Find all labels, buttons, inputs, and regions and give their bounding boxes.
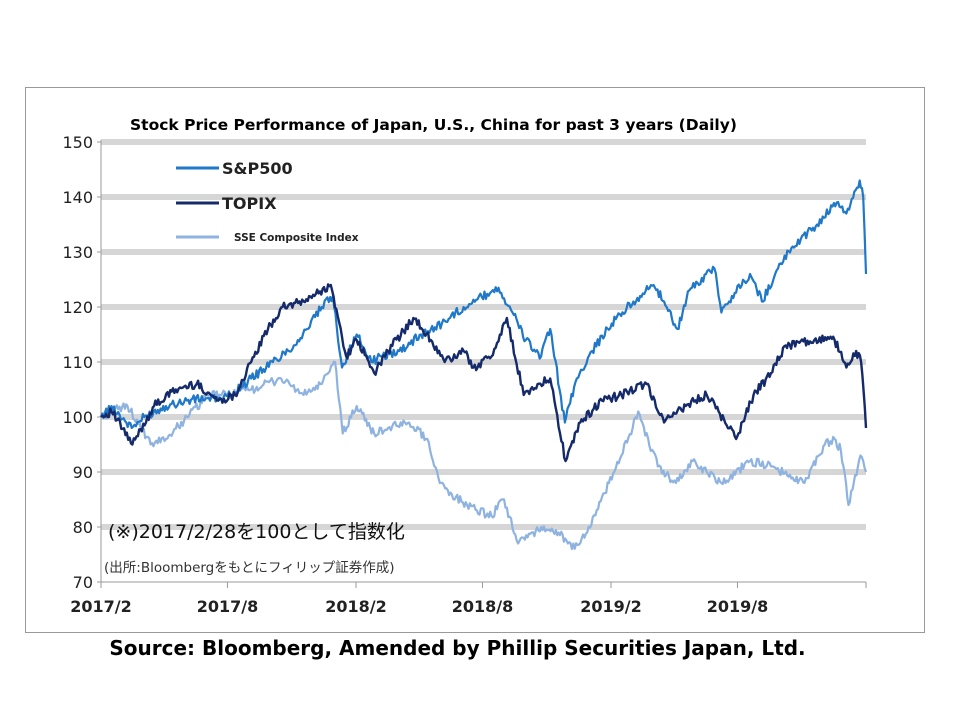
legend-label: TOPIX bbox=[222, 194, 277, 213]
line-chart: 70 80 90 100 110 120 130 140 150 2017/2 2017/8 2018… bbox=[62, 116, 868, 616]
axes-layer: 70 80 90 100 110 120 130 140 150 2017/2 2017/8 2018… bbox=[62, 133, 867, 616]
gridline-110 bbox=[101, 359, 866, 365]
annotation-sub: (出所:Bloombergをもとにフィリップ証券作成) bbox=[104, 560, 394, 576]
x-tick-label: 2017/2 bbox=[70, 597, 132, 616]
y-tick-label: 100 bbox=[62, 408, 93, 427]
legend: S&P500 TOPIX SSE Composite Index bbox=[176, 159, 359, 244]
x-tick-label: 2018/8 bbox=[452, 597, 514, 616]
y-tick-label: 80 bbox=[73, 518, 93, 537]
gridline-150 bbox=[101, 139, 866, 145]
gridline-120 bbox=[101, 304, 866, 310]
y-tick-label: 150 bbox=[62, 133, 93, 152]
chart-title: Stock Price Performance of Japan, U.S., … bbox=[130, 116, 737, 134]
x-tick-label: 2018/2 bbox=[325, 597, 387, 616]
annotation-main: (※)2017/2/28を100として指数化 bbox=[108, 521, 405, 543]
gridline-90 bbox=[101, 469, 866, 475]
source-note: Source: Bloomberg, Amended by Phillip Se… bbox=[109, 636, 806, 660]
series-layer bbox=[99, 179, 868, 551]
chart-frame: 70 80 90 100 110 120 130 140 150 2017/2 2017/8 2018… bbox=[25, 87, 925, 633]
y-tick-label: 130 bbox=[62, 243, 93, 262]
gridline-100 bbox=[101, 414, 866, 420]
y-tick-label: 110 bbox=[62, 353, 93, 372]
y-tick-label: 90 bbox=[73, 463, 93, 482]
legend-label: SSE Composite Index bbox=[234, 232, 359, 244]
x-tick-label: 2019/2 bbox=[580, 597, 642, 616]
gridline-80 bbox=[101, 524, 866, 530]
series-line-topix bbox=[100, 283, 868, 463]
y-tick-label: 70 bbox=[73, 573, 93, 592]
x-tick-label: 2019/8 bbox=[707, 597, 769, 616]
x-tick-label: 2017/8 bbox=[197, 597, 259, 616]
legend-label: S&P500 bbox=[222, 159, 293, 178]
grid-layer bbox=[101, 139, 866, 530]
y-tick-label: 140 bbox=[62, 188, 93, 207]
y-tick-label: 120 bbox=[62, 298, 93, 317]
gridline-130 bbox=[101, 249, 866, 255]
gridline-140 bbox=[101, 194, 866, 200]
